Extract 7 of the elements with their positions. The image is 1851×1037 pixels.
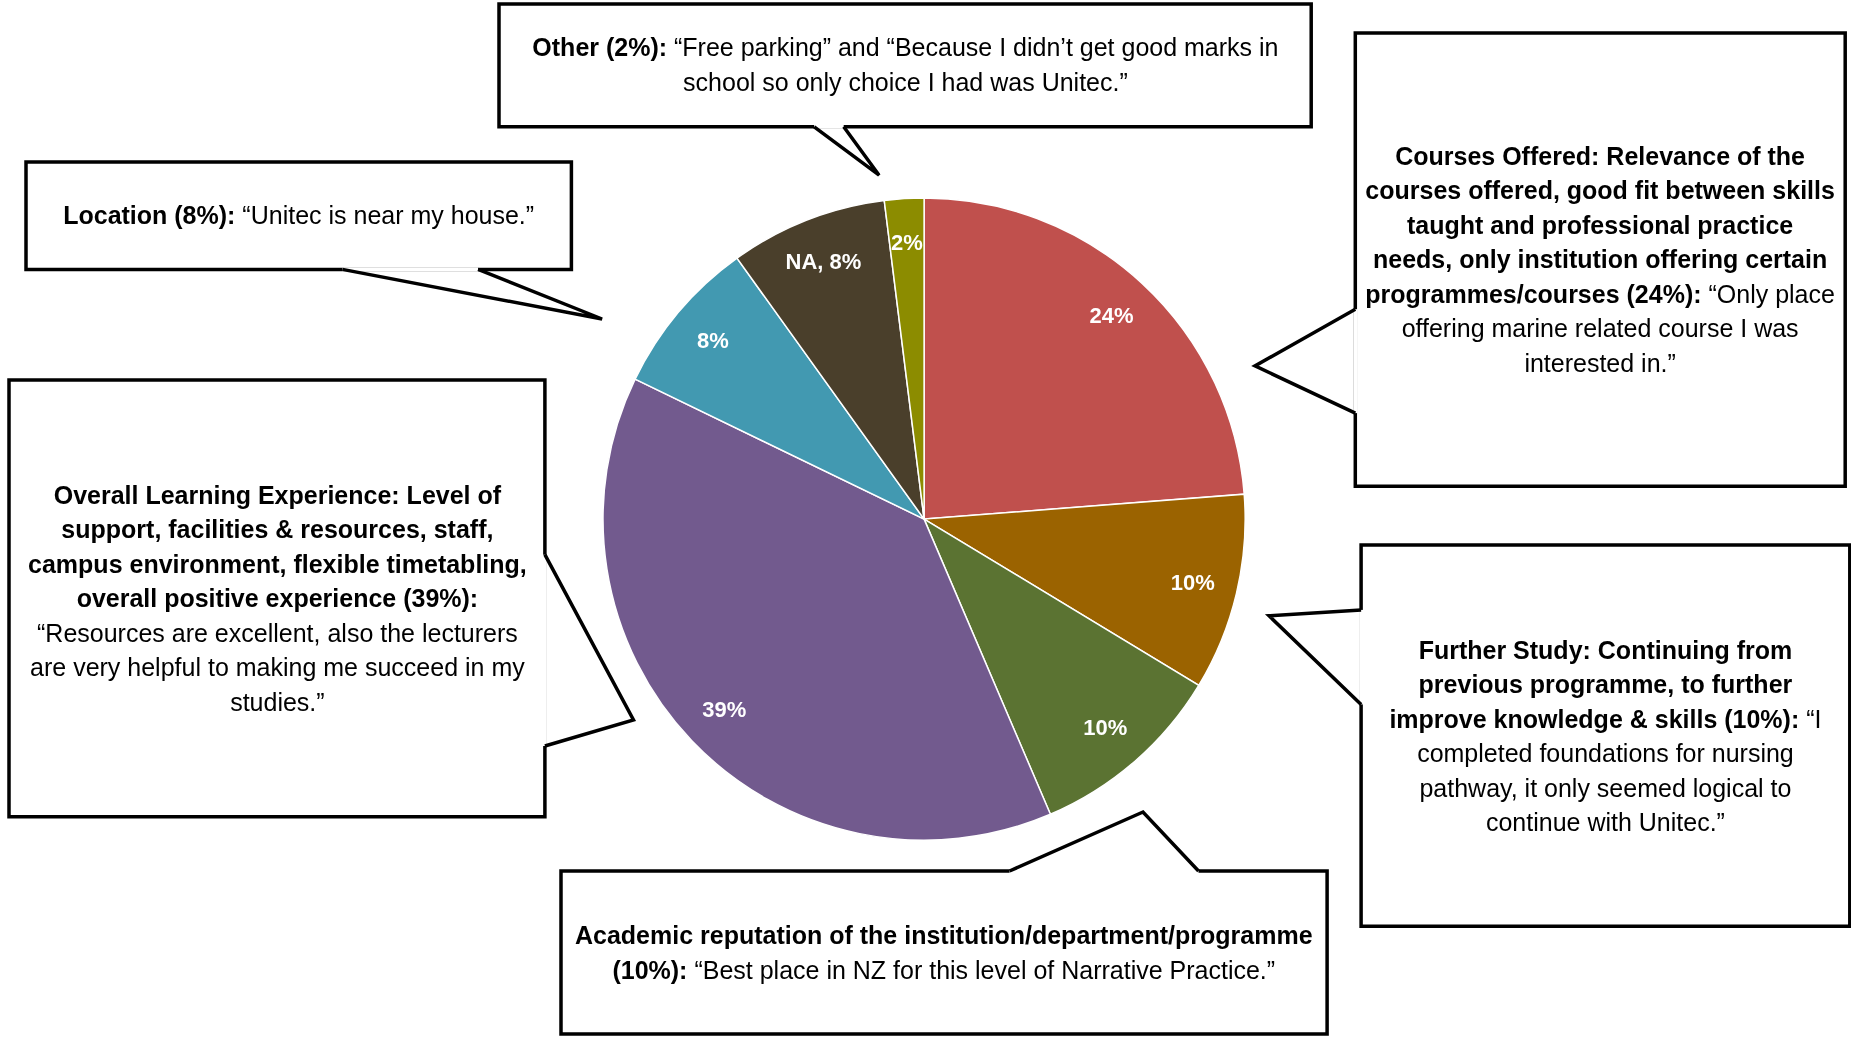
data-label: 24%	[1089, 303, 1134, 329]
data-label: NA, 8%	[785, 249, 862, 275]
data-label: 39%	[702, 697, 747, 723]
data-label: 2%	[891, 230, 924, 256]
data-label: 8%	[697, 328, 729, 354]
data-label: 10%	[1083, 714, 1128, 740]
data-label: 10%	[1170, 570, 1215, 596]
